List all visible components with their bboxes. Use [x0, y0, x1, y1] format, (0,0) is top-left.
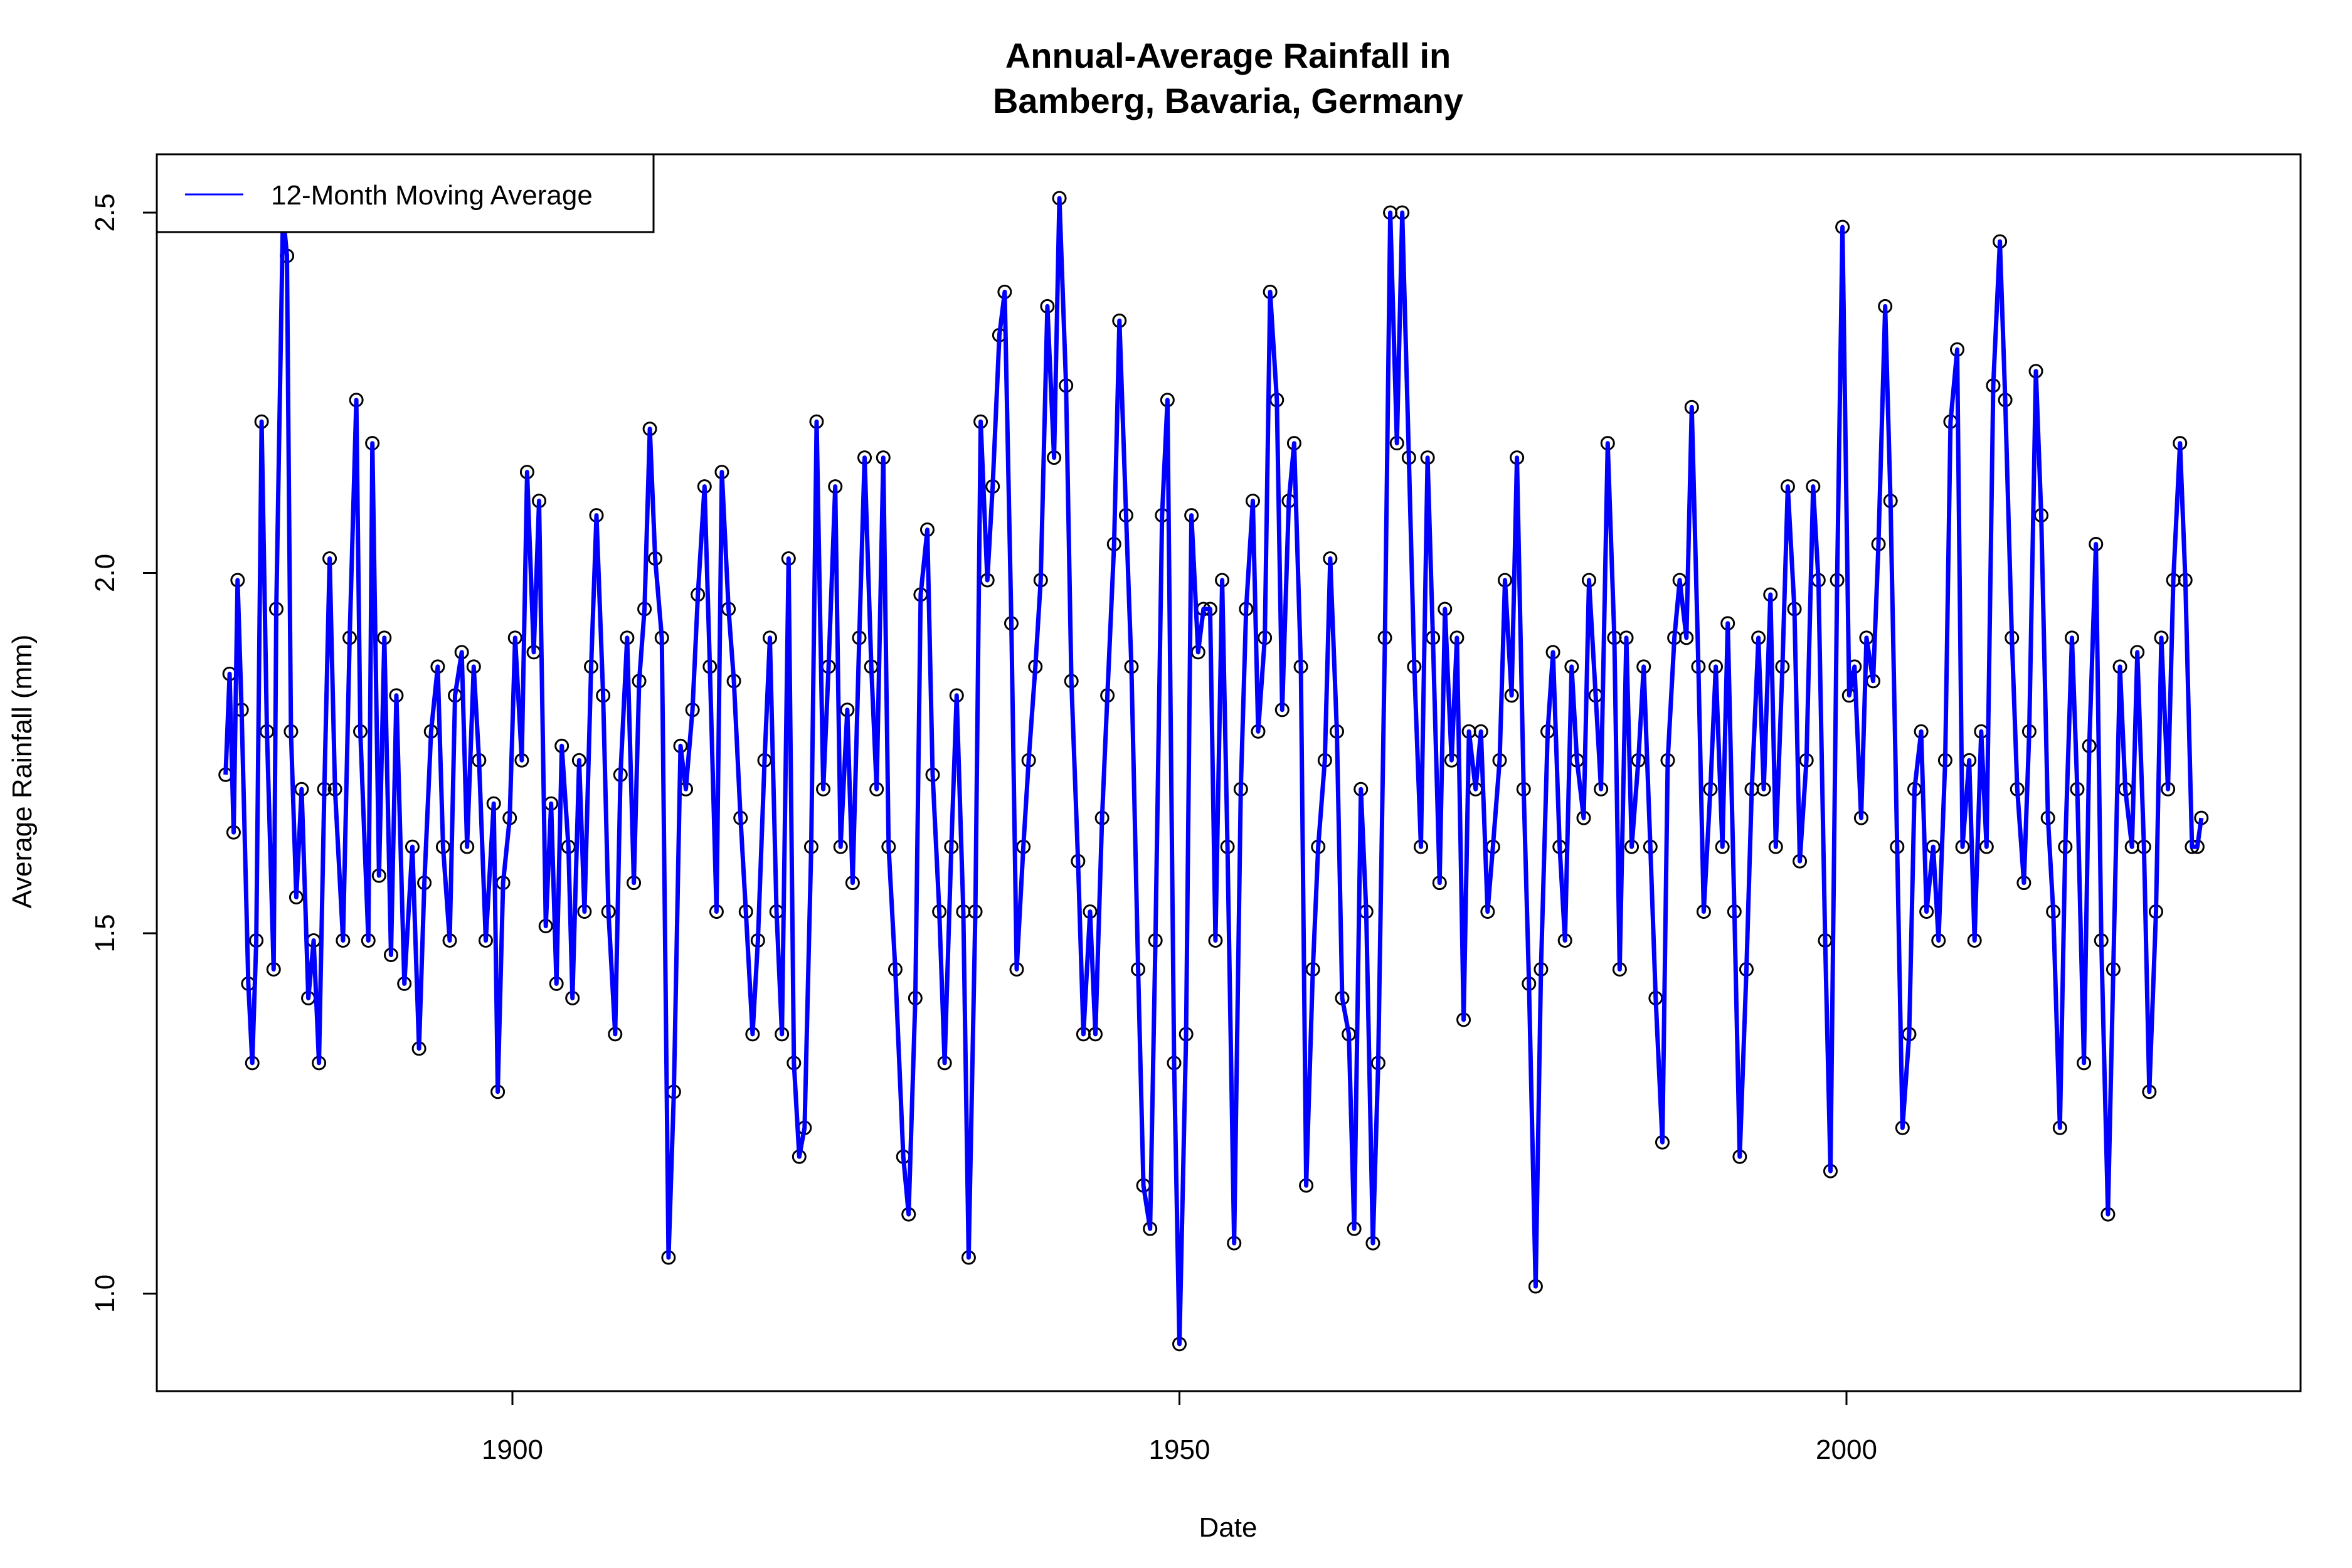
- y-tick-label: 1.5: [90, 914, 120, 952]
- y-axis-label: Average Rainfall (mm): [7, 635, 38, 909]
- x-tick-label: 2000: [1816, 1434, 1877, 1465]
- legend-label: 12-Month Moving Average: [271, 180, 593, 211]
- x-axis: 1900 1950 2000: [482, 1391, 1877, 1465]
- chart-title-line-1: Annual-Average Rainfall in: [1005, 36, 1451, 75]
- legend-box: [156, 153, 655, 233]
- x-tick-label: 1900: [482, 1434, 543, 1465]
- y-tick-label: 2.0: [90, 554, 120, 592]
- y-tick-label: 2.5: [90, 193, 120, 231]
- plot-area: [218, 191, 2209, 1352]
- x-axis-label: Date: [1199, 1512, 1258, 1543]
- y-axis: 1.0 1.5 2.0 2.5: [90, 193, 157, 1313]
- chart-title-line-2: Bamberg, Bavaria, Germany: [993, 81, 1463, 120]
- legend: 12-Month Moving Average: [156, 153, 655, 233]
- series-line: [223, 196, 2204, 1347]
- y-tick-label: 1.0: [90, 1274, 120, 1313]
- x-tick-label: 1950: [1149, 1434, 1210, 1465]
- plot-frame: [156, 153, 2302, 1392]
